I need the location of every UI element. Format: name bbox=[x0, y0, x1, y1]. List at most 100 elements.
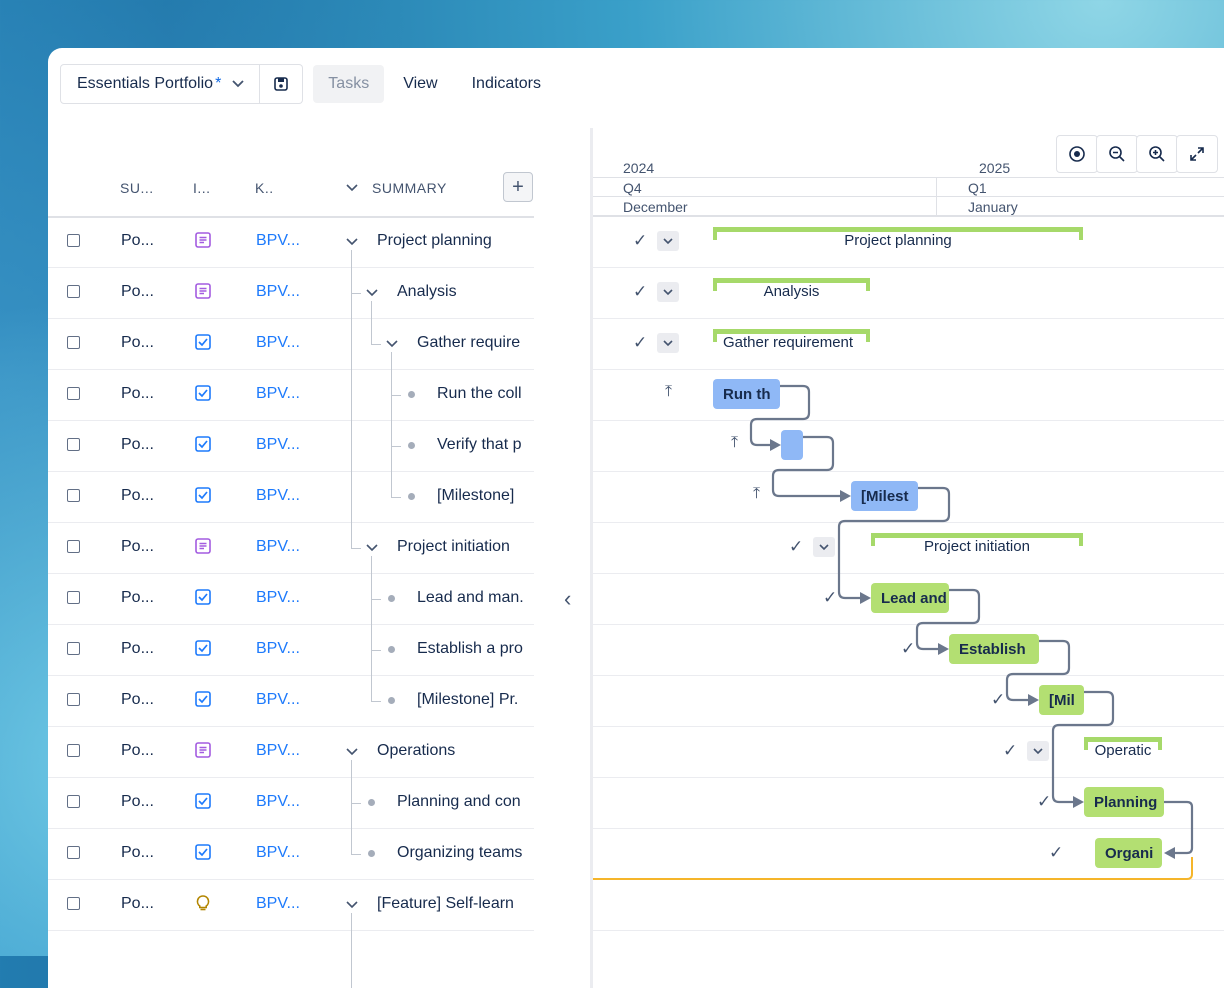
task-bar[interactable]: Planning bbox=[1084, 787, 1164, 817]
summary-cell[interactable]: Gather require bbox=[417, 334, 521, 351]
table-row[interactable]: Po... BPV... [Milestone] bbox=[48, 471, 534, 523]
column-header-su[interactable]: SU... bbox=[120, 180, 154, 196]
issue-key-link[interactable]: BPV... bbox=[256, 640, 300, 657]
move-up-icon[interactable]: ⤒ bbox=[731, 434, 739, 451]
issue-key-link[interactable]: BPV... bbox=[256, 334, 300, 351]
table-row[interactable]: Po... BPV... Project planning bbox=[48, 216, 534, 268]
summary-cell[interactable]: Project planning bbox=[377, 232, 492, 249]
zoom-out-button[interactable] bbox=[1096, 135, 1138, 173]
row-checkbox[interactable] bbox=[67, 693, 80, 706]
chevron-down-icon[interactable] bbox=[345, 747, 359, 757]
issue-key-link[interactable]: BPV... bbox=[256, 283, 300, 300]
expand-row-button[interactable] bbox=[657, 333, 679, 353]
issue-key-link[interactable]: BPV... bbox=[256, 742, 300, 759]
summary-bar[interactable]: Project initiation bbox=[871, 533, 1083, 555]
issue-key-link[interactable]: BPV... bbox=[256, 385, 300, 402]
summary-cell[interactable]: Operations bbox=[377, 742, 456, 759]
row-checkbox[interactable] bbox=[67, 438, 80, 451]
add-column-button[interactable]: + bbox=[503, 172, 533, 202]
table-row[interactable]: Po... BPV... Establish a pro bbox=[48, 624, 534, 676]
row-checkbox[interactable] bbox=[67, 285, 80, 298]
row-checkbox[interactable] bbox=[67, 744, 80, 757]
summary-cell[interactable]: Run the coll bbox=[437, 385, 522, 402]
tab-indicators[interactable]: Indicators bbox=[471, 75, 541, 92]
table-row[interactable]: Po... BPV... [Feature] Self-learn bbox=[48, 879, 534, 931]
issue-key-link[interactable]: BPV... bbox=[256, 793, 300, 810]
chevron-down-icon[interactable] bbox=[385, 339, 399, 349]
issue-key-link[interactable]: BPV... bbox=[256, 691, 300, 708]
row-checkbox[interactable] bbox=[67, 387, 80, 400]
collapse-panel-button[interactable]: ‹ bbox=[564, 586, 572, 611]
summary-bar[interactable]: Operatic bbox=[1084, 737, 1162, 759]
column-header-summary[interactable]: SUMMARY bbox=[372, 180, 447, 196]
task-bar[interactable]: Organi bbox=[1095, 838, 1162, 868]
column-header-key[interactable]: K.. bbox=[255, 180, 274, 196]
issue-key-link[interactable]: BPV... bbox=[256, 844, 300, 861]
task-bar[interactable]: [Mil bbox=[1039, 685, 1084, 715]
row-checkbox[interactable] bbox=[67, 591, 80, 604]
summary-bar[interactable]: Gather requirement bbox=[713, 329, 870, 351]
task-bar[interactable]: Run th bbox=[713, 379, 780, 409]
chevron-down-icon[interactable] bbox=[345, 183, 359, 193]
summary-cell[interactable]: Organizing teams bbox=[397, 844, 523, 861]
row-checkbox[interactable] bbox=[67, 846, 80, 859]
fullscreen-button[interactable] bbox=[1176, 135, 1218, 173]
tab-tasks[interactable]: Tasks bbox=[313, 65, 385, 103]
expand-row-button[interactable] bbox=[813, 537, 835, 557]
summary-cell[interactable]: [Milestone] Pr. bbox=[417, 691, 519, 708]
row-checkbox[interactable] bbox=[67, 897, 80, 910]
panel-divider[interactable] bbox=[590, 128, 593, 988]
row-checkbox[interactable] bbox=[67, 489, 80, 502]
move-up-icon[interactable]: ⤒ bbox=[665, 383, 673, 400]
issue-key-link[interactable]: BPV... bbox=[256, 232, 300, 249]
expand-row-button[interactable] bbox=[657, 231, 679, 251]
summary-bar[interactable]: Project planning bbox=[713, 227, 1083, 249]
tab-view[interactable]: View bbox=[403, 75, 438, 92]
table-row[interactable]: Po... BPV... Lead and man. bbox=[48, 573, 534, 625]
chevron-down-icon[interactable] bbox=[365, 288, 379, 298]
summary-cell[interactable]: Planning and con bbox=[397, 793, 521, 810]
table-row[interactable]: Po... BPV... [Milestone] Pr. bbox=[48, 675, 534, 727]
column-header-icon[interactable]: I... bbox=[193, 180, 211, 196]
expand-row-button[interactable] bbox=[1027, 741, 1049, 761]
issue-key-link[interactable]: BPV... bbox=[256, 538, 300, 555]
move-up-icon[interactable]: ⤒ bbox=[753, 485, 761, 502]
expand-row-button[interactable] bbox=[657, 282, 679, 302]
summary-cell[interactable]: Verify that p bbox=[437, 436, 522, 453]
table-row[interactable]: Po... BPV... Organizing teams bbox=[48, 828, 534, 880]
row-checkbox[interactable] bbox=[67, 336, 80, 349]
issue-key-link[interactable]: BPV... bbox=[256, 589, 300, 606]
table-row[interactable]: Po... BPV... Project initiation bbox=[48, 522, 534, 574]
chevron-down-icon[interactable] bbox=[365, 543, 379, 553]
issue-key-link[interactable]: BPV... bbox=[256, 487, 300, 504]
summary-cell[interactable]: Lead and man. bbox=[417, 589, 524, 606]
table-row[interactable]: Po... BPV... Planning and con bbox=[48, 777, 534, 829]
row-checkbox[interactable] bbox=[67, 540, 80, 553]
table-row[interactable]: Po... BPV... Operations bbox=[48, 726, 534, 778]
row-checkbox[interactable] bbox=[67, 234, 80, 247]
summary-cell[interactable]: Establish a pro bbox=[417, 640, 523, 657]
summary-cell[interactable]: [Feature] Self-learn bbox=[377, 895, 514, 912]
table-row[interactable]: Po... BPV... Analysis bbox=[48, 267, 534, 319]
summary-cell[interactable]: Project initiation bbox=[397, 538, 510, 555]
task-bar[interactable]: [Milest bbox=[851, 481, 918, 511]
chevron-down-icon[interactable] bbox=[345, 237, 359, 247]
task-bar[interactable] bbox=[781, 430, 803, 460]
save-button[interactable] bbox=[260, 64, 304, 104]
summary-cell[interactable]: [Milestone] bbox=[437, 487, 515, 504]
issue-key-link[interactable]: BPV... bbox=[256, 436, 300, 453]
task-bar[interactable]: Establish bbox=[949, 634, 1039, 664]
summary-cell[interactable]: Analysis bbox=[397, 283, 457, 300]
table-row[interactable]: Po... BPV... Verify that p bbox=[48, 420, 534, 472]
arrow-head bbox=[840, 490, 851, 502]
row-checkbox[interactable] bbox=[67, 642, 80, 655]
table-row[interactable]: Po... BPV... Gather require bbox=[48, 318, 534, 370]
portfolio-selector[interactable]: Essentials Portfolio * bbox=[60, 64, 261, 104]
table-row[interactable]: Po... BPV... Run the coll bbox=[48, 369, 534, 421]
chevron-down-icon[interactable] bbox=[345, 900, 359, 910]
summary-bar[interactable]: Analysis bbox=[713, 278, 870, 300]
zoom-in-button[interactable] bbox=[1136, 135, 1178, 173]
row-checkbox[interactable] bbox=[67, 795, 80, 808]
task-bar[interactable]: Lead and bbox=[871, 583, 949, 613]
issue-key-link[interactable]: BPV... bbox=[256, 895, 300, 912]
